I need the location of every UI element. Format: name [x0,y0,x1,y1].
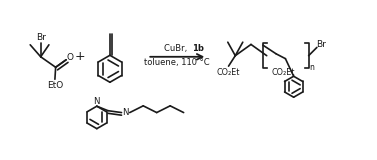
Text: Br: Br [36,33,46,42]
Text: N: N [123,108,129,117]
Text: toluene, 110 °C: toluene, 110 °C [144,58,210,67]
Text: N: N [93,97,100,106]
Text: CuBr,: CuBr, [164,44,190,53]
Text: Br: Br [316,40,326,49]
Text: EtO: EtO [47,81,63,90]
Text: 1b: 1b [192,44,204,53]
Text: CO₂Et: CO₂Et [272,68,295,77]
Text: CO₂Et: CO₂Et [217,68,240,77]
Text: O: O [66,53,74,62]
Text: n: n [310,63,314,72]
Text: +: + [75,50,85,63]
